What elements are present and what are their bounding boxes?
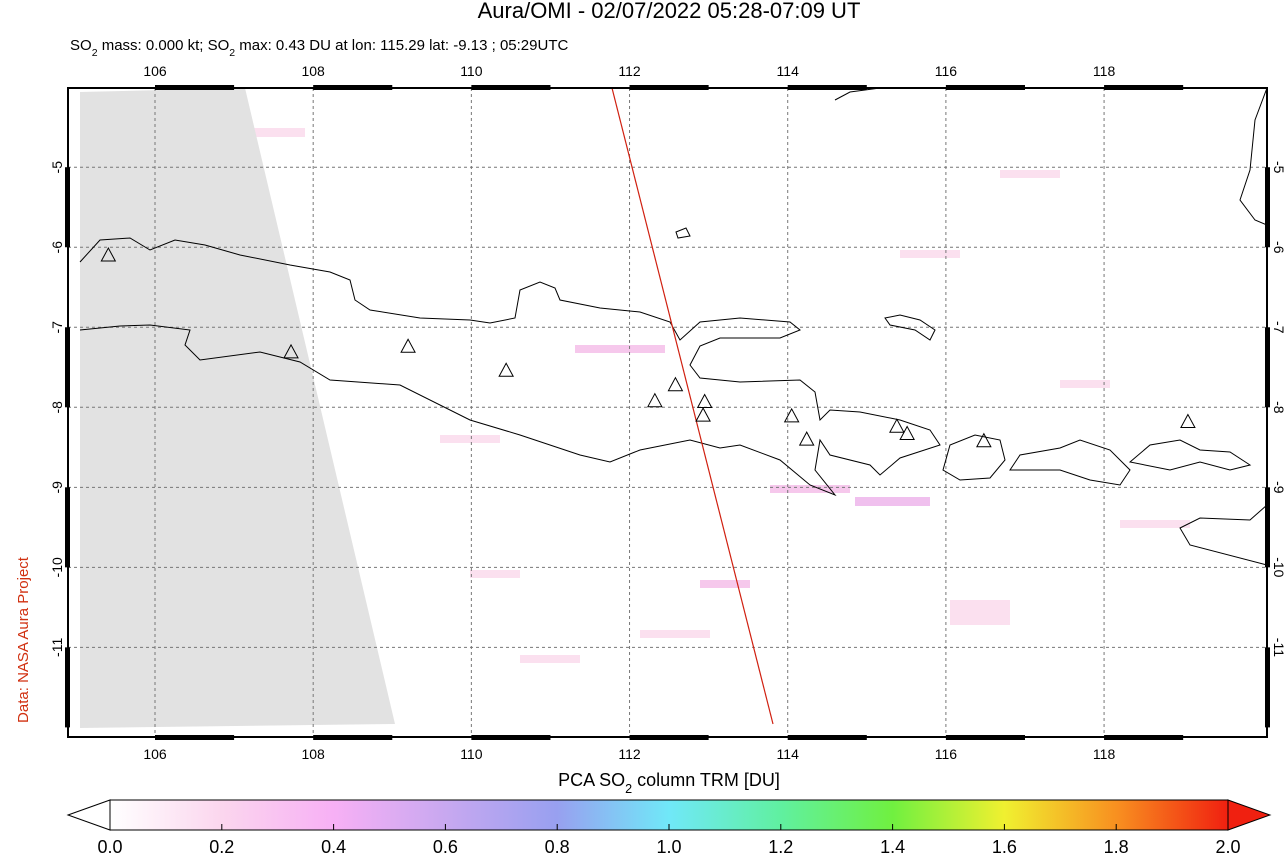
volcanoes	[100, 246, 1196, 448]
x-tick-label: 116	[935, 63, 958, 79]
x-tick-label: 110	[460, 746, 483, 762]
volcano	[889, 418, 905, 433]
colorbar-tick-label: 1.0	[656, 837, 681, 855]
colorbar-tick-label: 0.0	[97, 837, 122, 855]
volcano	[798, 431, 815, 446]
colorbar-tick-label: 1.2	[768, 837, 793, 855]
frame-segment	[1265, 327, 1270, 408]
volcano	[695, 407, 711, 422]
frame-segment	[313, 735, 393, 740]
y-tick-label: -8	[49, 401, 65, 414]
y-tick-label: -9	[1271, 481, 1287, 494]
y-tick-label: -11	[49, 638, 65, 657]
x-tick-label: 110	[460, 63, 483, 79]
y-tick-label: -5	[49, 161, 65, 174]
frame-segment	[629, 85, 709, 90]
volcano	[667, 376, 684, 392]
y-tick-label: -6	[49, 241, 65, 254]
frame-segment	[154, 85, 235, 90]
y-tick-label: -10	[1271, 557, 1287, 577]
x-tick-label: 118	[1093, 746, 1116, 762]
frame-segment	[1265, 487, 1270, 568]
text-part: max: 0.43 DU at lon: 115.29 lat: -9.13 ;…	[235, 37, 568, 54]
colorbar-title: PCA SO2 column TRM [DU]	[558, 770, 780, 796]
colorbar-tick-label: 1.6	[992, 837, 1017, 855]
text-part: column TRM [DU]	[632, 770, 780, 790]
x-tick-label: 112	[618, 63, 641, 79]
volcano	[100, 246, 117, 262]
x-tick-label: 106	[143, 63, 167, 79]
orbit-track	[611, 88, 774, 725]
frame-segment	[65, 487, 70, 568]
x-tick-label: 116	[935, 746, 958, 762]
frame-segment	[945, 85, 1025, 90]
plot-area	[68, 88, 1267, 737]
volcano	[899, 425, 915, 441]
colorbar-tick-label: 2.0	[1215, 837, 1240, 855]
colorbar-under	[66, 799, 111, 831]
colorbar-tick-label: 1.4	[880, 837, 905, 855]
frame-segment	[1104, 735, 1184, 740]
x-tick-label: 106	[143, 746, 167, 762]
grid	[68, 88, 1267, 737]
x-tick-label: 114	[777, 63, 800, 79]
frame-segment	[787, 735, 867, 740]
frame-segment	[471, 85, 551, 90]
credit: Data: NASA Aura Project	[15, 556, 32, 723]
frame-segment	[1104, 85, 1184, 90]
y-tick-label: -9	[49, 481, 65, 494]
x-tick-label: 114	[777, 746, 800, 762]
y-tick-label: -7	[1271, 321, 1287, 334]
x-tick-label: 112	[618, 746, 641, 762]
y-tick-label: -8	[1271, 401, 1287, 414]
volcano	[1180, 413, 1196, 429]
colorbar-tick-label: 0.2	[209, 837, 234, 855]
frame-segment	[471, 735, 551, 740]
frame-segment	[787, 85, 867, 90]
text-part: SO	[70, 37, 92, 54]
no-data-swath	[80, 88, 395, 728]
frame-segment	[65, 327, 70, 408]
text-part: 2	[625, 782, 632, 796]
volcano	[498, 362, 514, 377]
volcano	[976, 432, 992, 448]
frame-segment	[65, 647, 70, 728]
frame-segment	[1265, 167, 1270, 248]
coastlines	[79, 88, 1267, 566]
frame-segment	[154, 735, 235, 740]
colorbar-tick-label: 1.8	[1104, 837, 1129, 855]
so2-streaks	[250, 128, 1190, 663]
volcano	[696, 393, 713, 408]
colorbar-tick-label: 0.8	[545, 837, 570, 855]
frame-segment	[65, 167, 70, 248]
text-part: 2	[92, 47, 98, 59]
volcano	[283, 343, 299, 359]
colorbar-over	[1227, 799, 1272, 831]
colorbar-ticks: 0.0 0.2 0.4 0.6 0.8 1.0 1.2 1.4 1.6 1.8 2.0	[97, 824, 1241, 855]
axes: 106 106 108 108 110 110 112 112 114 114 116 116 118 1…	[49, 63, 1287, 762]
title: Aura/OMI - 02/07/2022 05:28-07:09 UT	[478, 0, 861, 23]
x-tick-label: 108	[301, 746, 325, 762]
frame-segment	[313, 85, 393, 90]
colorbar-tick-label: 0.4	[321, 837, 346, 855]
subtitle: SO2 mass: 0.000 kt; SO2 max: 0.43 DU at …	[70, 37, 568, 59]
x-tick-label: 118	[1093, 63, 1116, 79]
y-tick-label: -5	[1271, 161, 1287, 174]
frame-segment	[945, 735, 1025, 740]
volcano	[647, 392, 663, 408]
y-tick-label: -6	[1271, 241, 1287, 254]
y-tick-label: -11	[1271, 638, 1287, 657]
volcano	[783, 407, 800, 423]
frame-segment	[629, 735, 709, 740]
text-part: 2	[229, 47, 235, 59]
x-tick-label: 108	[301, 63, 325, 79]
frame-segment	[1265, 647, 1270, 728]
volcano	[400, 338, 416, 353]
text-part: PCA SO	[558, 770, 625, 790]
text-part: mass: 0.000 kt; SO	[98, 37, 230, 54]
colorbar-tick-label: 0.6	[433, 837, 458, 855]
y-tick-label: -10	[49, 557, 65, 577]
y-tick-label: -7	[49, 321, 65, 334]
